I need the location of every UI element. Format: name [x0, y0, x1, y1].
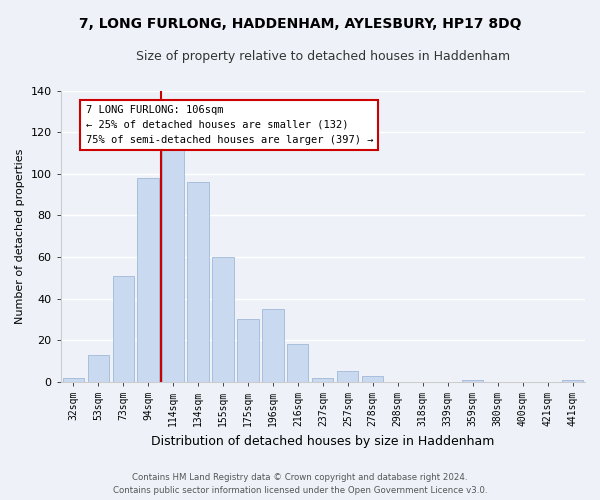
Bar: [238, 320, 259, 382]
Bar: [62, 378, 84, 382]
Bar: [562, 380, 583, 382]
Bar: [337, 372, 358, 382]
Bar: [187, 182, 209, 382]
Bar: [287, 344, 308, 382]
X-axis label: Distribution of detached houses by size in Haddenham: Distribution of detached houses by size …: [151, 434, 494, 448]
Bar: [362, 376, 383, 382]
Bar: [113, 276, 134, 382]
Text: Contains HM Land Registry data © Crown copyright and database right 2024.
Contai: Contains HM Land Registry data © Crown c…: [113, 473, 487, 495]
Bar: [262, 309, 284, 382]
Y-axis label: Number of detached properties: Number of detached properties: [15, 148, 25, 324]
Text: 7 LONG FURLONG: 106sqm
← 25% of detached houses are smaller (132)
75% of semi-de: 7 LONG FURLONG: 106sqm ← 25% of detached…: [86, 105, 373, 144]
Title: Size of property relative to detached houses in Haddenham: Size of property relative to detached ho…: [136, 50, 510, 63]
Bar: [137, 178, 159, 382]
Bar: [312, 378, 334, 382]
Bar: [462, 380, 483, 382]
Bar: [88, 355, 109, 382]
Bar: [163, 138, 184, 382]
Bar: [212, 257, 233, 382]
Text: 7, LONG FURLONG, HADDENHAM, AYLESBURY, HP17 8DQ: 7, LONG FURLONG, HADDENHAM, AYLESBURY, H…: [79, 18, 521, 32]
